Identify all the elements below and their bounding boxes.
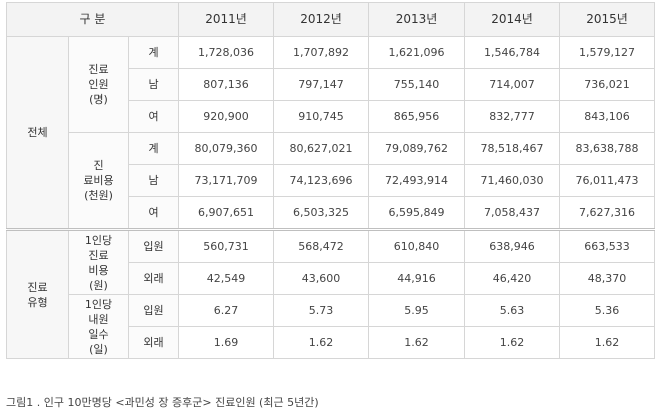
cell-value: 714,007 [464, 68, 561, 101]
cell-value: 73,171,709 [178, 164, 275, 197]
cell-value: 79,089,762 [368, 132, 466, 165]
row-label: 남 [127, 164, 180, 197]
cell-value: 1.69 [178, 326, 275, 359]
table-row: 여 6,907,651 6,503,325 6,595,849 7,058,43… [7, 196, 656, 230]
cell-value: 1,546,784 [464, 36, 561, 69]
row-label: 여 [127, 100, 180, 133]
cell-value: 72,493,914 [368, 164, 466, 197]
cell-value: 797,147 [273, 68, 370, 101]
cell-value: 807,136 [178, 68, 275, 101]
subgroup-cost: 진 료비용 (천원) [68, 132, 129, 230]
cell-value: 44,916 [368, 262, 466, 295]
cell-value: 755,140 [368, 68, 466, 101]
cell-value: 1.62 [559, 326, 656, 359]
cell-value: 6.27 [178, 294, 275, 327]
cell-value: 1.62 [273, 326, 370, 359]
row-label: 입원 [127, 294, 180, 327]
cell-value: 5.73 [273, 294, 370, 327]
cell-value: 865,956 [368, 100, 466, 133]
cell-value: 6,503,325 [273, 196, 370, 230]
cell-value: 6,907,651 [178, 196, 275, 230]
cell-value: 5.95 [368, 294, 466, 327]
table-row: 남 73,171,709 74,123,696 72,493,914 71,46… [7, 164, 656, 197]
cell-value: 610,840 [368, 228, 466, 263]
table-row: 여 920,900 910,745 865,956 832,777 843,10… [7, 100, 656, 133]
cell-value: 1,707,892 [273, 36, 370, 69]
header-label: 구 분 [5, 2, 180, 37]
table-row: 외래 42,549 43,600 44,916 46,420 48,370 [7, 262, 656, 295]
cell-value: 7,627,316 [559, 196, 656, 230]
cell-value: 76,011,473 [559, 164, 656, 197]
cell-value: 560,731 [178, 228, 275, 263]
cell-value: 663,533 [559, 228, 656, 263]
year-header: 2014년 [464, 2, 561, 37]
cell-value: 83,638,788 [559, 132, 656, 165]
cell-value: 5.36 [559, 294, 656, 327]
cell-value: 71,460,030 [464, 164, 561, 197]
cell-value: 568,472 [273, 228, 370, 263]
cell-value: 7,058,437 [464, 196, 561, 230]
cell-value: 832,777 [464, 100, 561, 133]
subgroup-per-capita-cost: 1인당 진료 비용 (원) [68, 228, 129, 295]
row-label: 외래 [127, 262, 180, 295]
cell-value: 1,728,036 [178, 36, 275, 69]
cell-value: 843,106 [559, 100, 656, 133]
cell-value: 80,079,360 [178, 132, 275, 165]
table-row: 남 807,136 797,147 755,140 714,007 736,02… [7, 68, 656, 101]
table-row: 전체 진료 인원 (명) 계 1,728,036 1,707,892 1,621… [6, 36, 656, 230]
row-label: 계 [127, 36, 180, 69]
year-header: 2011년 [178, 2, 275, 37]
cell-value: 920,900 [178, 100, 275, 133]
row-label: 계 [127, 132, 180, 165]
figure-caption: 그림1 . 인구 10만명당 <과민성 장 증후군> 진료인원 (최근 5년간) [6, 396, 319, 409]
table-row: 진료 유형 1인당 진료 비용 (원) 입원 560,731 568,472 6… [6, 228, 656, 359]
cell-value: 638,946 [464, 228, 561, 263]
header-row: 구 분 2011년 2012년 2013년 2014년 2015년 [5, 2, 656, 37]
cell-value: 43,600 [273, 262, 370, 295]
row-label: 여 [127, 196, 180, 230]
cell-value: 48,370 [559, 262, 656, 295]
cell-value: 5.63 [464, 294, 561, 327]
cell-value: 78,518,467 [464, 132, 561, 165]
cell-value: 80,627,021 [273, 132, 370, 165]
cell-value: 46,420 [464, 262, 561, 295]
table-row: 1인당 내원 일수 (일) 입원 6.27 5.73 5.95 5.63 5.3… [7, 294, 656, 359]
statistics-table: 구 분 2011년 2012년 2013년 2014년 2015년 전체 진료 … [5, 2, 656, 359]
cell-value: 1,621,096 [368, 36, 466, 69]
cell-value: 74,123,696 [273, 164, 370, 197]
cell-value: 736,021 [559, 68, 656, 101]
cell-value: 910,745 [273, 100, 370, 133]
group-total: 전체 [6, 36, 69, 230]
subgroup-patients: 진료 인원 (명) [68, 36, 129, 133]
year-header: 2015년 [559, 2, 656, 37]
table-row: 외래 1.69 1.62 1.62 1.62 1.62 [7, 326, 656, 359]
table-row: 진 료비용 (천원) 계 80,079,360 80,627,021 79,08… [7, 132, 656, 230]
group-type: 진료 유형 [6, 228, 69, 359]
row-label: 입원 [127, 228, 180, 263]
cell-value: 1.62 [464, 326, 561, 359]
cell-value: 1.62 [368, 326, 466, 359]
row-label: 외래 [127, 326, 180, 359]
subgroup-per-capita-days: 1인당 내원 일수 (일) [68, 294, 129, 359]
cell-value: 42,549 [178, 262, 275, 295]
year-header: 2012년 [273, 2, 370, 37]
cell-value: 6,595,849 [368, 196, 466, 230]
cell-value: 1,579,127 [559, 36, 656, 69]
row-label: 남 [127, 68, 180, 101]
year-header: 2013년 [368, 2, 466, 37]
